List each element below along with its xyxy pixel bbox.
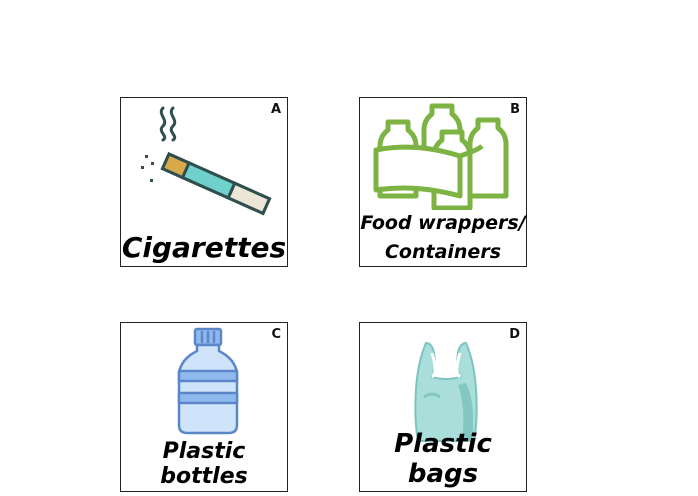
card-label: Cigarettes: [121, 231, 287, 264]
card-plastic-bottles: C Plastic bottles: [120, 322, 288, 492]
card-label: Plastic bags: [394, 429, 492, 489]
cigarette-icon: [141, 106, 272, 216]
card-letter: A: [270, 102, 281, 117]
card-food-wrappers: B Food wrappers/ Containers: [359, 97, 527, 267]
card-letter: B: [510, 102, 520, 117]
bottle-pack-icon: [373, 103, 509, 210]
card-plastic-bags: D Plastic bags: [359, 322, 527, 492]
card-label: Plastic bottles: [160, 439, 248, 489]
card-label-line2: Containers: [384, 241, 502, 263]
card-letter: D: [509, 327, 520, 342]
plastic-bottle-icon: [177, 327, 239, 435]
card-letter: C: [271, 327, 281, 342]
card-cigarettes: A Cigarettes: [120, 97, 288, 267]
card-label-line1: Food wrappers/: [360, 212, 526, 234]
plastic-bag-icon: [414, 341, 478, 442]
